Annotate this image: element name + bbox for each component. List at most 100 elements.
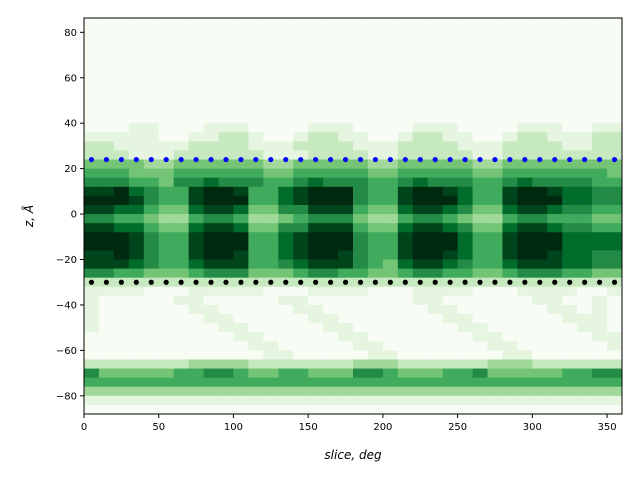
heatmap-cell — [173, 268, 190, 279]
heatmap-cell — [607, 368, 622, 379]
heatmap-cell — [323, 123, 339, 133]
heatmap-cell — [113, 77, 130, 88]
heatmap-cell — [562, 223, 578, 233]
heatmap-cell — [457, 150, 474, 161]
overlay-dot — [253, 156, 259, 163]
heatmap-cell — [427, 59, 444, 70]
heatmap-cell — [442, 259, 459, 270]
heatmap-cell — [248, 159, 264, 170]
heatmap-cell — [263, 123, 279, 133]
heatmap-cell — [203, 386, 219, 397]
heatmap-cell — [203, 150, 219, 161]
heatmap-cell — [233, 86, 249, 97]
overlay-dot — [163, 156, 169, 163]
heatmap-cell — [353, 259, 369, 270]
heatmap-cell — [442, 295, 459, 306]
heatmap-cell — [323, 204, 339, 215]
heatmap-cell — [487, 341, 503, 351]
heatmap-cell — [517, 268, 533, 279]
heatmap-cell — [502, 304, 518, 315]
heatmap-cell — [562, 259, 578, 270]
x-tick-label: 300 — [523, 422, 542, 433]
heatmap-cell — [577, 114, 593, 124]
overlay-dot — [537, 156, 543, 163]
heatmap-cell — [338, 123, 354, 133]
heatmap-cell — [562, 395, 578, 406]
heatmap-cell — [84, 186, 100, 197]
heatmap-cell — [293, 295, 309, 306]
heatmap-cell — [233, 123, 249, 133]
heatmap-cell — [442, 195, 459, 206]
heatmap-cell — [487, 186, 503, 197]
heatmap-cell — [203, 32, 219, 42]
heatmap-cell — [592, 77, 608, 88]
overlay-dot — [313, 279, 319, 285]
heatmap-cell — [607, 195, 622, 206]
heatmap-cell — [547, 18, 563, 24]
heatmap-cell — [487, 259, 503, 270]
heatmap-cell — [382, 68, 399, 79]
heatmap-cell — [562, 204, 578, 215]
heatmap-cell — [263, 132, 279, 142]
heatmap-cell — [84, 32, 100, 42]
heatmap-cell — [143, 123, 160, 133]
overlay-dot — [268, 156, 274, 163]
heatmap-cell — [143, 41, 160, 51]
heatmap-cell — [592, 386, 608, 397]
heatmap-cell — [233, 150, 249, 161]
heatmap-cell — [84, 168, 100, 179]
heatmap-cell — [263, 268, 279, 279]
heatmap-cell — [547, 323, 563, 333]
heatmap-cell — [412, 123, 429, 133]
heatmap-cell — [353, 314, 369, 324]
heatmap-cell — [367, 68, 384, 79]
heatmap-cell — [562, 314, 578, 324]
heatmap-cell — [532, 168, 548, 179]
heatmap-cell — [353, 323, 369, 333]
heatmap-cell — [397, 259, 414, 270]
heatmap-cell — [233, 286, 249, 297]
heatmap-cell — [427, 50, 444, 61]
heatmap-cell — [592, 159, 608, 170]
heatmap-cell — [233, 204, 249, 215]
heatmap-cell — [263, 159, 279, 170]
heatmap-cell — [367, 404, 384, 414]
heatmap-cell — [158, 332, 175, 342]
heatmap-cell — [592, 286, 608, 297]
heatmap-cell — [487, 50, 503, 61]
heatmap-cell — [203, 295, 219, 306]
heatmap-cell — [233, 177, 249, 188]
heatmap-cell — [233, 214, 249, 224]
heatmap-cell — [263, 359, 279, 370]
heatmap-cell — [263, 377, 279, 388]
heatmap-cell — [218, 114, 234, 124]
heatmap-cell — [293, 168, 309, 179]
overlay-dot — [477, 156, 483, 163]
heatmap-cell — [293, 195, 309, 206]
heatmap-cell — [382, 59, 399, 70]
heatmap-cell — [607, 68, 622, 79]
heatmap-cell — [263, 259, 279, 270]
heatmap-cell — [353, 123, 369, 133]
heatmap-cell — [532, 259, 548, 270]
heatmap-cell — [487, 105, 503, 115]
heatmap-cell — [412, 286, 429, 297]
heatmap-cell — [577, 304, 593, 315]
heatmap-cell — [128, 32, 145, 42]
heatmap-cell — [308, 204, 324, 215]
heatmap-cell — [113, 168, 130, 179]
heatmap-cell — [472, 68, 488, 79]
heatmap-cell — [353, 214, 369, 224]
heatmap-cell — [577, 241, 593, 251]
heatmap-cell — [397, 18, 414, 24]
heatmap-cell — [547, 241, 563, 251]
heatmap-cell — [517, 232, 533, 242]
heatmap-cell — [517, 250, 533, 261]
heatmap-cell — [263, 50, 279, 61]
heatmap-cell — [427, 23, 444, 33]
heatmap-cell — [382, 86, 399, 97]
heatmap-cell — [502, 332, 518, 342]
heatmap-cell — [278, 395, 294, 406]
heatmap-cell — [308, 350, 324, 360]
heatmap-cell — [367, 186, 384, 197]
